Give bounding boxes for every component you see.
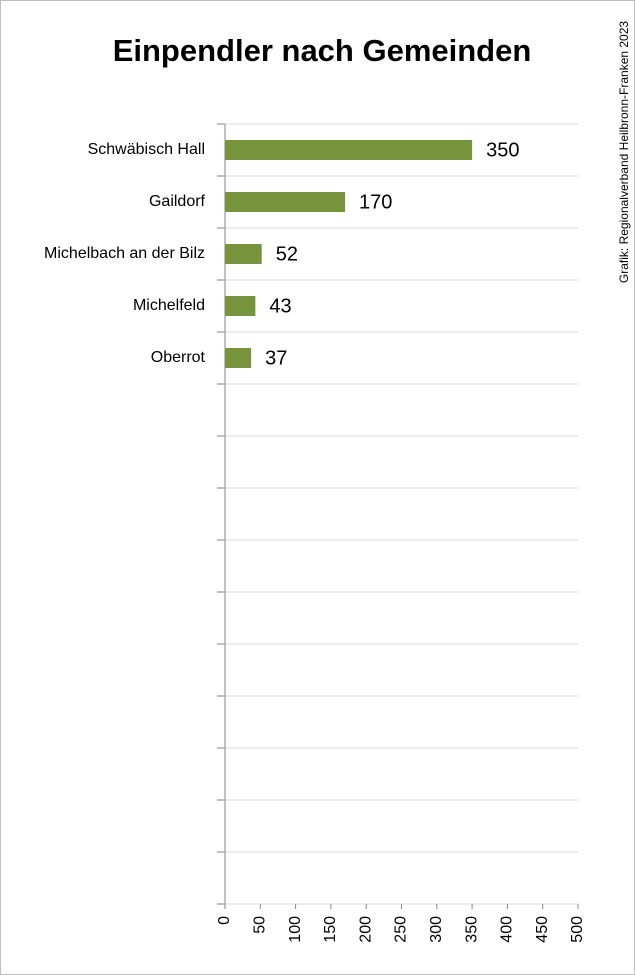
- x-tick-label: 300: [428, 916, 445, 943]
- y-tick-label: Gaildorf: [149, 193, 206, 210]
- x-tick-label: 350: [463, 916, 480, 943]
- bar: [225, 244, 262, 264]
- data-label: 170: [359, 191, 392, 213]
- x-tick-label: 250: [393, 916, 410, 943]
- y-tick-label: Michelfeld: [133, 297, 205, 314]
- bar: [225, 192, 346, 212]
- data-label: 43: [269, 295, 291, 317]
- data-label: 37: [265, 347, 287, 369]
- bar: [225, 140, 473, 160]
- chart-title: Einpendler nach Gemeinden: [113, 33, 532, 68]
- data-label: 350: [486, 139, 519, 161]
- x-tick-label: 150: [322, 916, 339, 943]
- data-label: 52: [276, 243, 298, 265]
- y-tick-label: Oberrot: [151, 349, 206, 366]
- y-tick-label: Michelbach an der Bilz: [44, 245, 205, 262]
- x-tick-label: 200: [357, 916, 374, 943]
- x-tick-label: 500: [569, 916, 586, 943]
- bar: [225, 348, 252, 368]
- x-tick-label: 450: [534, 916, 551, 943]
- x-tick-label: 100: [287, 916, 304, 943]
- source-note: Grafik: Regionalverband Heilbronn-Franke…: [617, 21, 631, 283]
- y-tick-label: Schwäbisch Hall: [88, 141, 205, 158]
- x-tick-label: 50: [252, 916, 269, 934]
- bar: [225, 296, 256, 316]
- x-tick-label: 0: [216, 916, 233, 925]
- x-tick-label: 400: [499, 916, 516, 943]
